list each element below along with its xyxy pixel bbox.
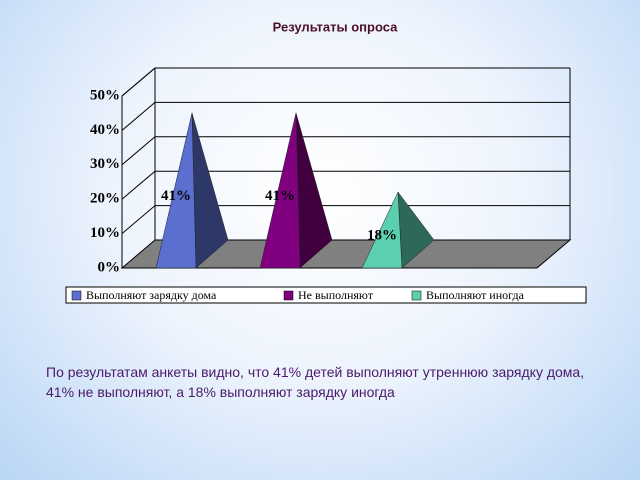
y-tick-label: 50%: [90, 87, 120, 103]
grid-line: [121, 136, 156, 166]
value-label: 41%: [161, 188, 191, 204]
chart: Результаты опроса 0% 10% 20% 30% 40% 50% 41% Вы…: [65, 19, 587, 304]
grid-line: [121, 205, 156, 234]
pyramid-front: [259, 112, 301, 269]
legend-label: Выполняют иногда: [426, 288, 525, 302]
legend-label: Выполняют зарядку дома: [86, 288, 217, 302]
y-tick-label: 0%: [98, 259, 121, 275]
y-tick-label: 30%: [90, 156, 120, 172]
value-label: 18%: [367, 227, 397, 243]
value-label: 41%: [265, 188, 295, 204]
grid-line: [121, 67, 156, 97]
pyramid-front: [361, 191, 403, 269]
legend-label: Не выполняют: [298, 288, 374, 302]
grid-line: [121, 170, 156, 200]
y-tick-label: 40%: [90, 122, 120, 138]
legend-swatch: [411, 290, 422, 301]
pyramid-side: [295, 112, 333, 269]
y-tick-label: 10%: [90, 225, 120, 241]
y-tick-label: 20%: [90, 191, 120, 207]
caption: По результатам анкеты видно, что 41% дет…: [46, 364, 585, 400]
pyramid-front: [155, 112, 197, 269]
legend: [65, 286, 587, 304]
legend-swatch: [283, 290, 294, 301]
pyramid-side: [191, 112, 229, 269]
chart-title: Результаты опроса: [273, 19, 398, 34]
grid-line: [121, 102, 156, 131]
legend-swatch: [71, 290, 82, 301]
